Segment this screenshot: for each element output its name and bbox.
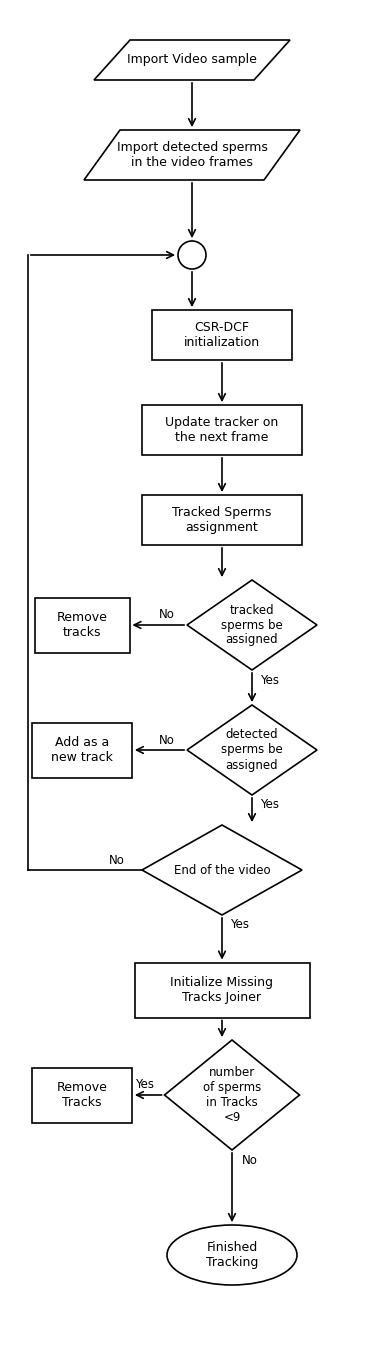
Text: number
of sperms
in Tracks
<9: number of sperms in Tracks <9 (203, 1066, 261, 1125)
FancyBboxPatch shape (142, 495, 302, 545)
Text: detected
sperms be
assigned: detected sperms be assigned (221, 729, 283, 771)
Text: End of the video: End of the video (174, 864, 270, 876)
Text: No: No (159, 733, 175, 747)
Text: Yes: Yes (260, 798, 280, 811)
Text: Yes: Yes (230, 918, 250, 932)
FancyBboxPatch shape (152, 310, 292, 360)
Text: CSR-DCF
initialization: CSR-DCF initialization (184, 321, 260, 350)
Circle shape (178, 242, 206, 269)
Polygon shape (94, 40, 290, 80)
Text: Yes: Yes (260, 674, 280, 687)
Polygon shape (84, 130, 300, 180)
FancyBboxPatch shape (35, 598, 129, 652)
FancyBboxPatch shape (134, 963, 310, 1018)
Text: Tracked Sperms
assignment: Tracked Sperms assignment (172, 506, 272, 535)
Text: No: No (109, 853, 125, 867)
Text: Import detected sperms
in the video frames: Import detected sperms in the video fram… (117, 140, 267, 169)
Text: Remove
Tracks: Remove Tracks (56, 1081, 108, 1108)
Polygon shape (187, 705, 317, 795)
Polygon shape (164, 1040, 300, 1150)
Text: No: No (159, 609, 175, 621)
Text: Remove
tracks: Remove tracks (56, 612, 108, 639)
Text: tracked
sperms be
assigned: tracked sperms be assigned (221, 603, 283, 647)
FancyBboxPatch shape (32, 1068, 132, 1122)
Text: Update tracker on
the next frame: Update tracker on the next frame (166, 416, 279, 444)
Polygon shape (187, 580, 317, 670)
Text: Finished
Tracking: Finished Tracking (206, 1241, 258, 1269)
Text: Add as a
new track: Add as a new track (51, 736, 113, 764)
Text: No: No (242, 1153, 258, 1166)
FancyBboxPatch shape (142, 405, 302, 455)
Text: Import Video sample: Import Video sample (127, 54, 257, 66)
FancyBboxPatch shape (32, 722, 132, 778)
Text: Yes: Yes (135, 1079, 154, 1092)
Polygon shape (142, 825, 302, 915)
Text: Initialize Missing
Tracks Joiner: Initialize Missing Tracks Joiner (170, 976, 273, 1004)
Ellipse shape (167, 1224, 297, 1285)
